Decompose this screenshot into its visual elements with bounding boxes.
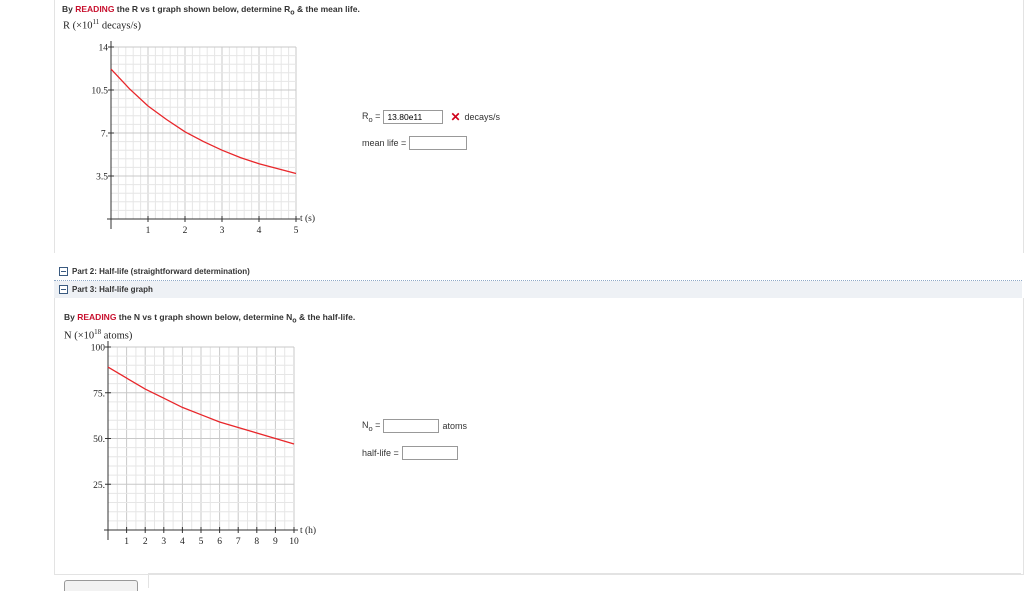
n0-unit: atoms <box>442 421 467 431</box>
decay-curve-line <box>110 68 297 175</box>
x-tick-label: 2 <box>143 537 148 547</box>
submit-button[interactable] <box>64 580 138 591</box>
half-life-answer-row: half-life = <box>362 446 461 460</box>
x-tick-label: 1 <box>146 226 151 236</box>
x-axis-label: t (s) <box>300 213 315 224</box>
y-tick-label: 100 <box>91 344 106 354</box>
part2-label: Part 2: Half-life (straightforward deter… <box>72 267 250 276</box>
decay-curve-line <box>107 366 295 445</box>
next-section-box <box>148 573 1021 588</box>
x-tick-label: 3 <box>220 226 225 236</box>
part3-panel <box>54 298 1024 575</box>
y-tick-label: 10.5 <box>91 87 108 97</box>
x-tick-label: 5 <box>199 537 204 547</box>
mean-life-answer-row: mean life = <box>362 136 470 150</box>
grid-lines <box>111 46 297 219</box>
y-tick-label: 25. <box>93 481 105 491</box>
r0-input[interactable] <box>383 110 444 124</box>
half-life-label: half-life = <box>362 448 399 458</box>
x-axis-label: t (h) <box>300 525 316 536</box>
part2-header[interactable]: Part 2: Half-life (straightforward deter… <box>54 263 1022 281</box>
r0-label: Ro = <box>362 110 381 124</box>
x-tick-label: 4 <box>257 226 262 236</box>
mean-life-input[interactable] <box>409 136 468 150</box>
collapse-toggle-icon[interactable] <box>59 285 68 294</box>
y-tick-label: 3.5 <box>96 173 108 183</box>
n0-input[interactable] <box>383 419 440 433</box>
r0-answer-row: Ro = ✕ decays/s <box>362 110 500 124</box>
part3-instruction: By READING the N vs t graph shown below,… <box>64 312 356 325</box>
n0-answer-row: No = atoms <box>362 419 467 433</box>
y-tick-label: 14 <box>99 44 109 54</box>
half-life-input[interactable] <box>401 446 458 460</box>
x-tick-label: 8 <box>254 537 259 547</box>
part3-y-axis-label: N (×1018 atoms) <box>64 328 133 342</box>
y-tick-label: 50. <box>93 435 105 445</box>
x-tick-label: 10 <box>289 537 299 547</box>
n0-label: No = <box>362 419 381 433</box>
part1-y-axis-label: R (×1011 decays/s) <box>63 18 141 32</box>
part3-label: Part 3: Half-life graph <box>72 285 153 294</box>
x-tick-label: 5 <box>294 226 299 236</box>
x-tick-label: 1 <box>124 537 129 547</box>
incorrect-x-icon: ✕ <box>450 110 461 124</box>
collapse-toggle-icon[interactable] <box>59 267 68 276</box>
x-tick-label: 4 <box>180 537 185 547</box>
grid-lines <box>108 346 295 530</box>
x-tick-label: 3 <box>161 537 166 547</box>
part1-instruction: By READING the R vs t graph shown below,… <box>62 4 360 17</box>
x-tick-label: 7 <box>236 537 241 547</box>
x-tick-label: 2 <box>183 226 188 236</box>
y-tick-label: 7. <box>101 130 108 140</box>
mean-life-label: mean life = <box>362 138 407 148</box>
x-tick-label: 9 <box>273 537 278 547</box>
y-tick-label: 75. <box>93 389 105 399</box>
r0-unit: decays/s <box>464 112 501 122</box>
x-tick-label: 6 <box>217 537 222 547</box>
